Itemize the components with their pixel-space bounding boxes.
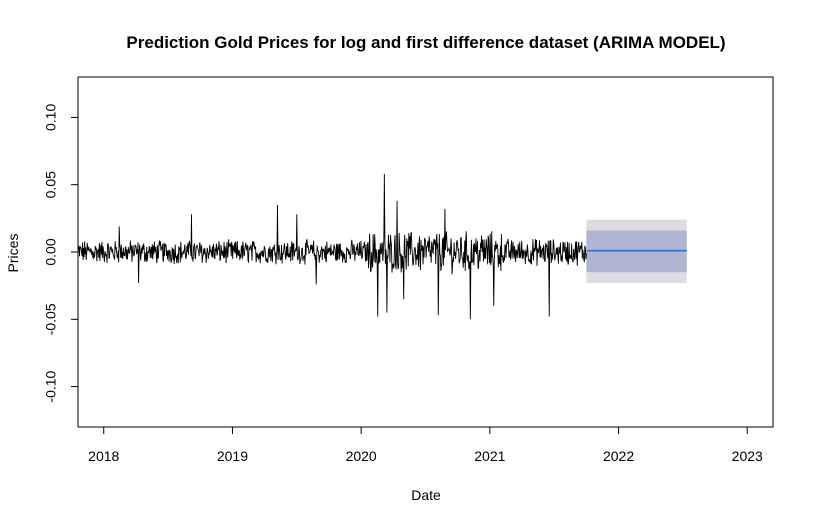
x-tick-label-2019: 2019: [217, 448, 248, 464]
x-tick-label-2023: 2023: [732, 448, 763, 464]
x-tick-label-2021: 2021: [474, 448, 505, 464]
y-axis-label: Prices: [5, 234, 21, 273]
x-tick-label-2018: 2018: [88, 448, 119, 464]
y-tick-label-2: 0.00: [43, 238, 59, 265]
x-tick-label-2022: 2022: [603, 448, 634, 464]
x-tick-label-2020: 2020: [346, 448, 377, 464]
y-tick-label-4: 0.10: [43, 104, 59, 131]
x-axis-label: Date: [411, 487, 441, 503]
y-tick-label-1: -0.05: [43, 303, 59, 335]
series-layer: [77, 173, 687, 320]
chart-title: Prediction Gold Prices for log and first…: [126, 33, 725, 52]
y-tick-label-0: -0.10: [43, 370, 59, 402]
axes: 2018 2019 2020 2021 2022 2023 -0.10 -0.05 0.00 0.…: [43, 104, 763, 464]
y-tick-label-3: 0.05: [43, 171, 59, 198]
plot-frame: [77, 76, 774, 428]
observed-series-line: [77, 173, 587, 320]
